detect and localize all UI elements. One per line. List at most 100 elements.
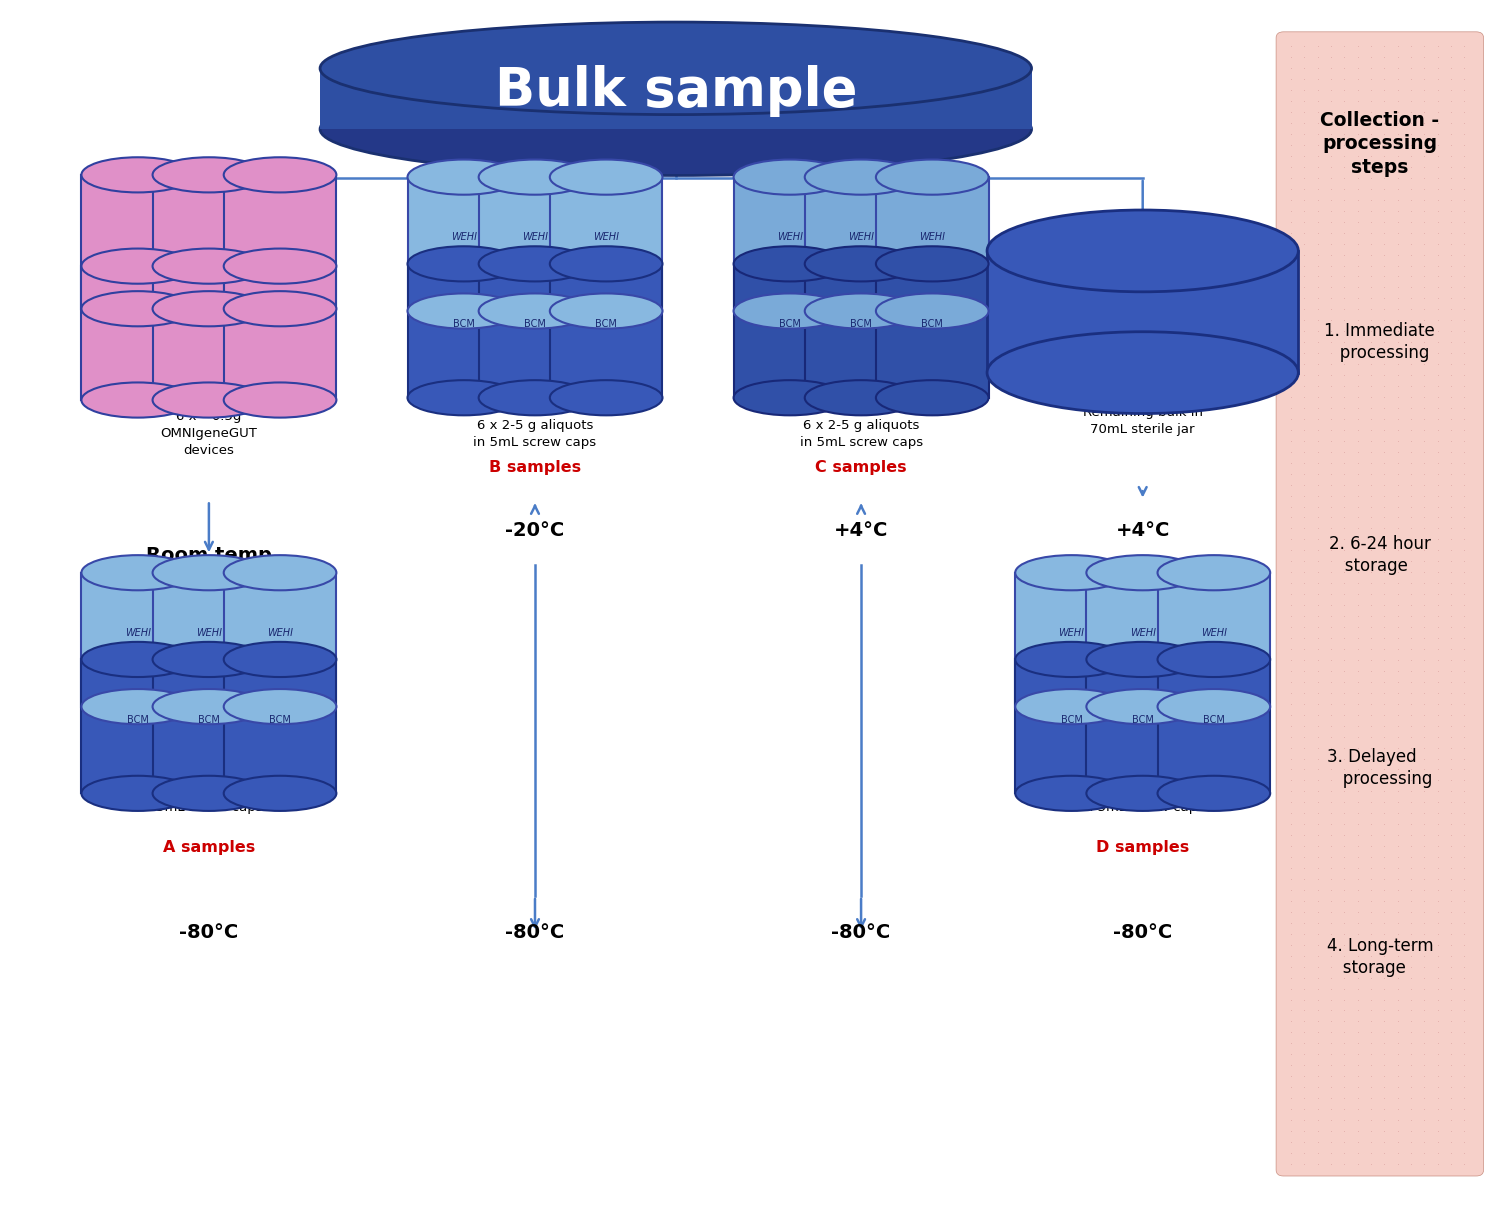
Point [1426, 135, 1449, 155]
Point [1305, 322, 1329, 342]
Point [1292, 201, 1316, 221]
Point [1386, 1121, 1409, 1141]
Point [1412, 694, 1436, 714]
Point [1292, 694, 1316, 714]
Point [1439, 956, 1463, 976]
Point [1386, 869, 1409, 888]
Point [1439, 551, 1463, 571]
Point [1386, 464, 1409, 483]
Point [1345, 267, 1369, 287]
Point [1372, 212, 1396, 232]
Point [1452, 37, 1476, 56]
Point [1332, 661, 1356, 681]
Point [1292, 540, 1316, 560]
Text: +4°C: +4°C [1115, 521, 1170, 540]
Point [1279, 1077, 1302, 1097]
Point [1305, 1011, 1329, 1031]
Point [1439, 486, 1463, 505]
Point [1345, 716, 1369, 736]
Point [1292, 102, 1316, 122]
Point [1345, 92, 1369, 111]
Point [1292, 157, 1316, 177]
Point [1345, 1121, 1369, 1141]
Point [1319, 661, 1342, 681]
Point [1426, 497, 1449, 516]
Point [1359, 584, 1383, 604]
Point [1386, 804, 1409, 824]
Point [1412, 902, 1436, 921]
Point [1372, 989, 1396, 1009]
Ellipse shape [153, 382, 266, 417]
Point [1439, 705, 1463, 725]
FancyBboxPatch shape [805, 177, 918, 311]
Point [1319, 1143, 1342, 1163]
Point [1359, 234, 1383, 254]
Point [1372, 771, 1396, 791]
FancyBboxPatch shape [82, 660, 195, 793]
Point [1305, 431, 1329, 450]
Point [1359, 278, 1383, 298]
Point [1359, 1121, 1383, 1141]
Point [1426, 475, 1449, 494]
Point [1332, 146, 1356, 166]
Point [1412, 924, 1436, 943]
Point [1345, 848, 1369, 867]
Point [1319, 48, 1342, 67]
Point [1426, 518, 1449, 538]
Point [1305, 617, 1329, 637]
Point [1332, 902, 1356, 921]
Point [1332, 1011, 1356, 1031]
Point [1359, 343, 1383, 362]
Point [1319, 793, 1342, 813]
Point [1412, 311, 1436, 331]
Point [1345, 891, 1369, 910]
Point [1345, 946, 1369, 965]
Point [1305, 562, 1329, 582]
Point [1386, 1011, 1409, 1031]
Point [1332, 59, 1356, 78]
Point [1279, 804, 1302, 824]
Point [1372, 1121, 1396, 1141]
Point [1345, 497, 1369, 516]
Point [1426, 727, 1449, 747]
Point [1319, 815, 1342, 834]
Point [1372, 1022, 1396, 1042]
Point [1305, 628, 1329, 648]
Point [1279, 518, 1302, 538]
Point [1319, 201, 1342, 221]
Point [1412, 1154, 1436, 1174]
Point [1279, 694, 1302, 714]
Point [1386, 595, 1409, 615]
Point [1412, 354, 1436, 373]
Point [1372, 837, 1396, 856]
Point [1399, 102, 1423, 122]
Point [1372, 826, 1396, 845]
Point [1452, 343, 1476, 362]
Point [1386, 1143, 1409, 1163]
Point [1386, 891, 1409, 910]
Point [1426, 705, 1449, 725]
Point [1439, 387, 1463, 406]
Point [1399, 179, 1423, 199]
Point [1399, 486, 1423, 505]
Point [1452, 59, 1476, 78]
Point [1359, 289, 1383, 309]
Point [1305, 771, 1329, 791]
Point [1452, 880, 1476, 899]
Point [1399, 760, 1423, 780]
Point [1386, 59, 1409, 78]
Point [1399, 420, 1423, 439]
Point [1279, 1022, 1302, 1042]
Point [1359, 683, 1383, 703]
Point [1345, 913, 1369, 932]
Point [1359, 1088, 1383, 1108]
Point [1305, 190, 1329, 210]
Point [1292, 37, 1316, 56]
Point [1399, 606, 1423, 626]
Point [1319, 1055, 1342, 1075]
Point [1305, 113, 1329, 133]
Point [1305, 376, 1329, 395]
Point [1412, 431, 1436, 450]
Text: WEHI: WEHI [196, 628, 221, 638]
Point [1332, 606, 1356, 626]
